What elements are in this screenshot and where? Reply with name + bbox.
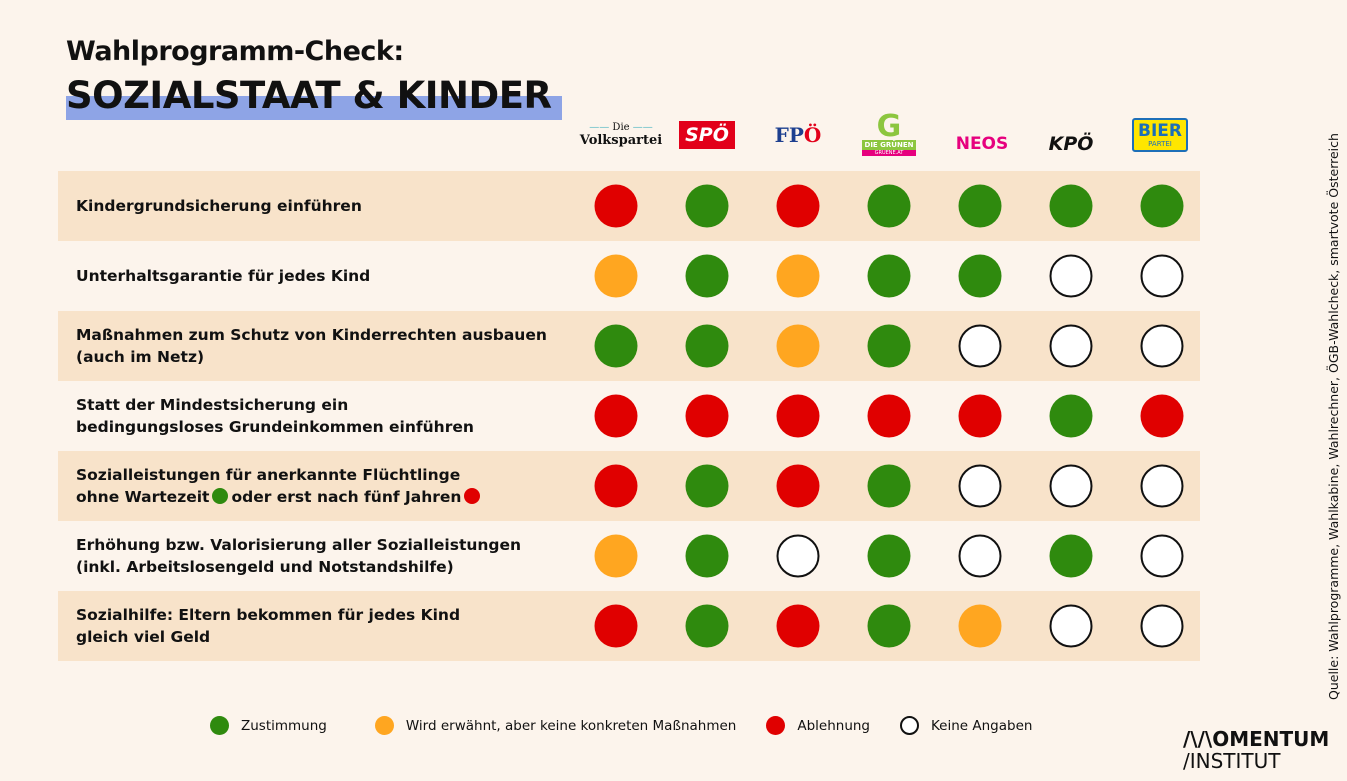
rating-dot-orange [594,534,638,578]
row-label: Maßnahmen zum Schutz von Kinderrechten a… [76,326,547,366]
row-label: Kindergrundsicherung einführen [76,197,362,215]
rating-dot-red [594,464,638,508]
logo-neos: NEOS [955,134,1009,154]
legend-dot-icon [374,716,394,735]
rating-dot-white [958,324,1002,368]
logo-bierpartei: BIER PARTEI [1117,105,1203,165]
legend-label: Zustimmung [241,717,327,734]
legend-label: Keine Angaben [931,717,1033,734]
source-note: Quelle: Wahlprogramme, Wahlkabine, Wahlr… [1326,133,1341,700]
rating-dot-green [1049,394,1093,438]
rating-dot-green [867,604,911,648]
logo-kpoe: KPÖ [1048,133,1094,155]
rating-dot-green [685,604,729,648]
rating-dot-green [685,324,729,368]
legend-item-red: Ablehnung [766,716,870,735]
rating-dot-red [958,394,1002,438]
rating-dot-red [594,184,638,228]
logo-spoe: SPÖ [664,105,750,165]
rating-dot-red [776,464,820,508]
rating-dot-white [1049,464,1093,508]
rating-dot-white [1140,324,1184,368]
rating-dot-green [867,324,911,368]
brand-line-2: /INSTITUT [1183,749,1281,773]
page-title: SOZIALSTAAT & KINDER [66,74,552,117]
logo-gruene: G DIE GRÜNEN GRUENE.AT [846,105,932,165]
rating-dot-green [685,254,729,298]
rating-dot-green [867,534,911,578]
legend-dot-icon [210,716,229,735]
row-label: Sozialhilfe: Eltern bekommen für jedes K… [76,606,461,646]
legend-label: Ablehnung [797,717,870,734]
red-dot-icon [464,488,481,504]
row-label: Unterhaltsgarantie für jedes Kind [76,267,371,285]
rating-dot-white [1140,254,1184,298]
rating-dot-white [958,534,1002,578]
rating-dot-white [1049,254,1093,298]
legend-item-green: Zustimmung [210,716,327,735]
rating-dot-orange [776,324,820,368]
title-highlight [66,96,562,120]
title-line-2-wrap: SOZIALSTAAT & KINDER [66,74,562,120]
rating-dot-green [867,464,911,508]
rating-dot-white [1049,604,1093,648]
rating-dot-green [685,534,729,578]
rating-dot-green [1140,184,1184,228]
rating-dot-red [776,184,820,228]
rating-dot-red [685,394,729,438]
rating-dot-orange [594,254,638,298]
rating-dot-red [776,604,820,648]
rating-dot-red [867,394,911,438]
rating-dot-white [1049,324,1093,368]
row-label: Erhöhung bzw. Valorisierung aller Sozial… [76,536,522,576]
brand-line-1: /\/\OMENTUM [1183,727,1330,751]
brand-logo: /\/\OMENTUM /INSTITUT [1183,728,1329,772]
rating-dot-green [867,254,911,298]
rating-dot-green [867,184,911,228]
rating-dot-white [776,534,820,578]
rating-dot-red [1140,394,1184,438]
rating-dot-white [1140,604,1184,648]
rating-dot-green [685,184,729,228]
rating-dot-red [594,394,638,438]
rating-dot-green [594,324,638,368]
rating-dot-white [958,464,1002,508]
rating-dot-white [1140,534,1184,578]
rating-dot-red [594,604,638,648]
legend-item-white: Keine Angaben [900,716,1032,735]
rating-dot-red [776,394,820,438]
rating-dot-white [1140,464,1184,508]
title-line-1: Wahlprogramm-Check: [66,36,404,67]
rating-dot-green [958,184,1002,228]
legend-dot-icon [766,716,786,735]
rating-dot-orange [958,604,1002,648]
row-label: Statt der Mindestsicherung ein bedingungs… [76,396,474,436]
row-label: Sozialleistungen für anerkannte Flüchtli… [76,451,483,521]
logo-fpoe: FPÖ [774,123,822,147]
rating-dot-green [1049,534,1093,578]
logo-oevp: —— Die —— Volkspartei [579,122,663,148]
green-dot-icon [212,488,229,504]
legend-dot-icon [900,716,919,735]
legend-label: Wird erwähnt, aber keine konkreten Maßna… [405,717,737,734]
rating-dot-green [685,464,729,508]
rating-dot-green [958,254,1002,298]
legend-item-orange: Wird erwähnt, aber keine konkreten Maßna… [374,716,737,735]
rating-dot-green [1049,184,1093,228]
rating-dot-orange [776,254,820,298]
legend: Zustimmung Wird erwähnt, aber keine konkr… [210,716,1062,735]
